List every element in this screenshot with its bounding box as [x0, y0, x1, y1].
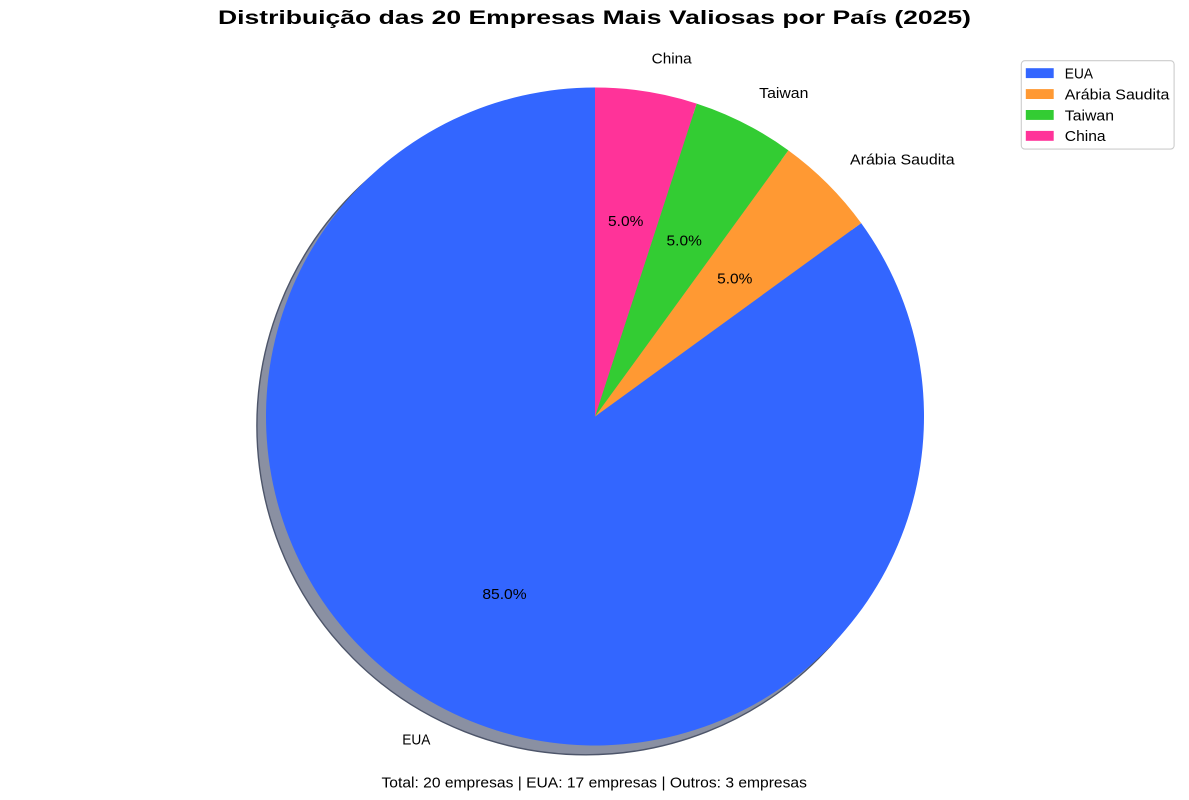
svg-text:5.0%: 5.0% [717, 272, 752, 288]
svg-text:5.0%: 5.0% [608, 214, 643, 230]
svg-text:Taiwan: Taiwan [1065, 108, 1114, 124]
svg-text:Distribuição das 20 Empresas M: Distribuição das 20 Empresas Mais Valios… [218, 8, 971, 29]
svg-text:EUA: EUA [1065, 66, 1093, 82]
svg-text:EUA: EUA [402, 732, 430, 748]
svg-text:5.0%: 5.0% [667, 233, 702, 249]
svg-text:Arábia Saudita: Arábia Saudita [850, 152, 956, 168]
svg-text:Arábia Saudita: Arábia Saudita [1065, 88, 1171, 104]
svg-text:Taiwan: Taiwan [759, 86, 808, 102]
svg-text:China: China [652, 51, 693, 67]
svg-text:Total: 20 empresas | EUA: 17 e: Total: 20 empresas | EUA: 17 empresas | … [382, 775, 807, 791]
svg-text:85.0%: 85.0% [482, 587, 526, 603]
svg-text:China: China [1065, 129, 1107, 145]
